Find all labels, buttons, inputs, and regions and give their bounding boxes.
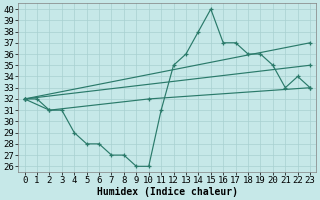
X-axis label: Humidex (Indice chaleur): Humidex (Indice chaleur) — [97, 186, 238, 197]
